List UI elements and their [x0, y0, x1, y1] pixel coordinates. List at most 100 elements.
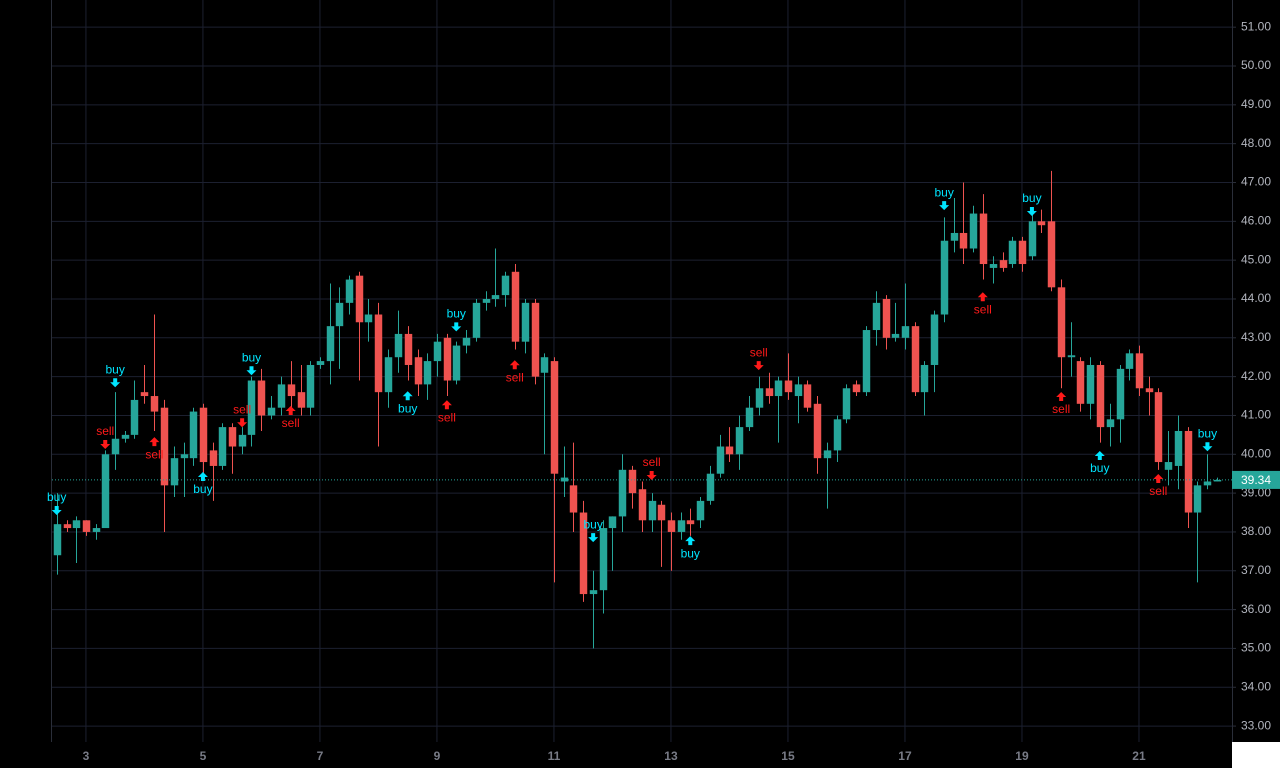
signal-label: sell — [145, 447, 163, 461]
candle-body — [130, 399, 139, 435]
signal-label: sell — [1052, 402, 1070, 416]
candle-body — [755, 388, 764, 408]
candle-body — [316, 361, 325, 365]
candle-body — [443, 337, 452, 381]
signal-arrow — [1056, 392, 1067, 402]
candle-body — [735, 427, 744, 455]
x-tick-label: 21 — [1132, 749, 1146, 763]
signal-label: sell — [233, 402, 251, 416]
signal-arrow — [285, 406, 296, 416]
candle-body — [901, 326, 910, 338]
candle-body — [1106, 419, 1115, 428]
candle-body — [170, 458, 179, 486]
y-tick-label: 48.00 — [1241, 136, 1271, 150]
signal-arrow — [51, 505, 62, 515]
candle-body — [969, 213, 978, 249]
x-tick-label: 11 — [548, 749, 561, 763]
candle-body — [560, 477, 569, 482]
candle-body — [950, 232, 959, 241]
candle-body — [1135, 353, 1144, 389]
signal-arrow — [646, 471, 657, 481]
candle-body — [92, 528, 101, 532]
signal-arrow — [685, 536, 696, 546]
y-tick-label: 49.00 — [1241, 97, 1271, 111]
candle-body — [1213, 479, 1222, 482]
candle-body — [374, 314, 383, 393]
signal-arrow — [1202, 442, 1213, 452]
candle-body — [1028, 221, 1037, 257]
candle-body — [774, 380, 783, 397]
candle-body — [521, 302, 530, 342]
x-tick-label: 15 — [781, 749, 795, 763]
candle-body — [1203, 481, 1212, 486]
candle-body — [920, 364, 929, 393]
candle-body — [111, 438, 120, 455]
signal-arrow — [402, 391, 413, 401]
signal-arrow — [441, 400, 452, 410]
candle-body — [862, 330, 871, 393]
signal-label: buy — [583, 517, 602, 531]
signal-arrow — [753, 361, 764, 371]
signal-arrow — [509, 360, 520, 370]
y-tick-label: 47.00 — [1241, 175, 1271, 189]
candle-body — [1057, 287, 1066, 358]
candle-body — [121, 434, 130, 439]
signal-label: buy — [1198, 426, 1217, 440]
candle-body — [648, 500, 657, 521]
candle-body — [511, 271, 520, 342]
candle-body — [326, 326, 335, 362]
candle-body — [1145, 388, 1154, 393]
candle-body — [794, 384, 803, 397]
candle-body — [716, 446, 725, 474]
candle-body — [618, 469, 627, 517]
signal-label: buy — [106, 362, 125, 376]
candle-body — [160, 407, 169, 486]
candle-body — [277, 384, 286, 408]
candle-body — [930, 314, 939, 365]
candle-body — [150, 396, 159, 412]
candle-body — [638, 489, 647, 521]
candle-body — [394, 333, 403, 358]
signal-arrow — [977, 292, 988, 302]
candle-body — [63, 524, 72, 529]
signal-arrow — [246, 366, 257, 376]
candle-body — [1174, 430, 1183, 466]
signal-label: sell — [750, 345, 768, 359]
candle-body — [823, 450, 832, 459]
signal-label: buy — [193, 482, 212, 496]
signal-label: sell — [282, 416, 300, 430]
candle-body — [433, 341, 442, 362]
candle-body — [228, 427, 237, 447]
signal-label: sell — [506, 370, 524, 384]
corner — [1232, 742, 1280, 768]
candle-body — [287, 384, 296, 397]
candle-body — [297, 392, 306, 408]
candle-body — [1116, 368, 1125, 420]
candle-body — [218, 427, 227, 466]
x-tick-label: 3 — [83, 749, 90, 763]
candle-body — [765, 388, 774, 397]
x-tick-label: 7 — [317, 749, 324, 763]
signal-label: sell — [974, 302, 992, 316]
x-tick-label: 17 — [898, 749, 912, 763]
candle-body — [677, 520, 686, 532]
y-tick-label: 45.00 — [1241, 252, 1271, 266]
candle-body — [384, 357, 393, 393]
candle-body — [569, 485, 578, 513]
candle-body — [364, 314, 373, 323]
candle-body — [1164, 462, 1173, 470]
candle-body — [891, 333, 900, 338]
candle-body — [238, 434, 247, 447]
candle-body — [501, 275, 510, 296]
candle-body — [82, 520, 91, 532]
candle-body — [1018, 240, 1027, 265]
candle-body — [540, 357, 549, 373]
candle-body — [1096, 364, 1105, 428]
candle-body — [462, 337, 471, 346]
last-price-label: 39.34 — [1241, 473, 1271, 487]
signal-label: sell — [438, 410, 456, 424]
candle-body — [1037, 221, 1046, 226]
